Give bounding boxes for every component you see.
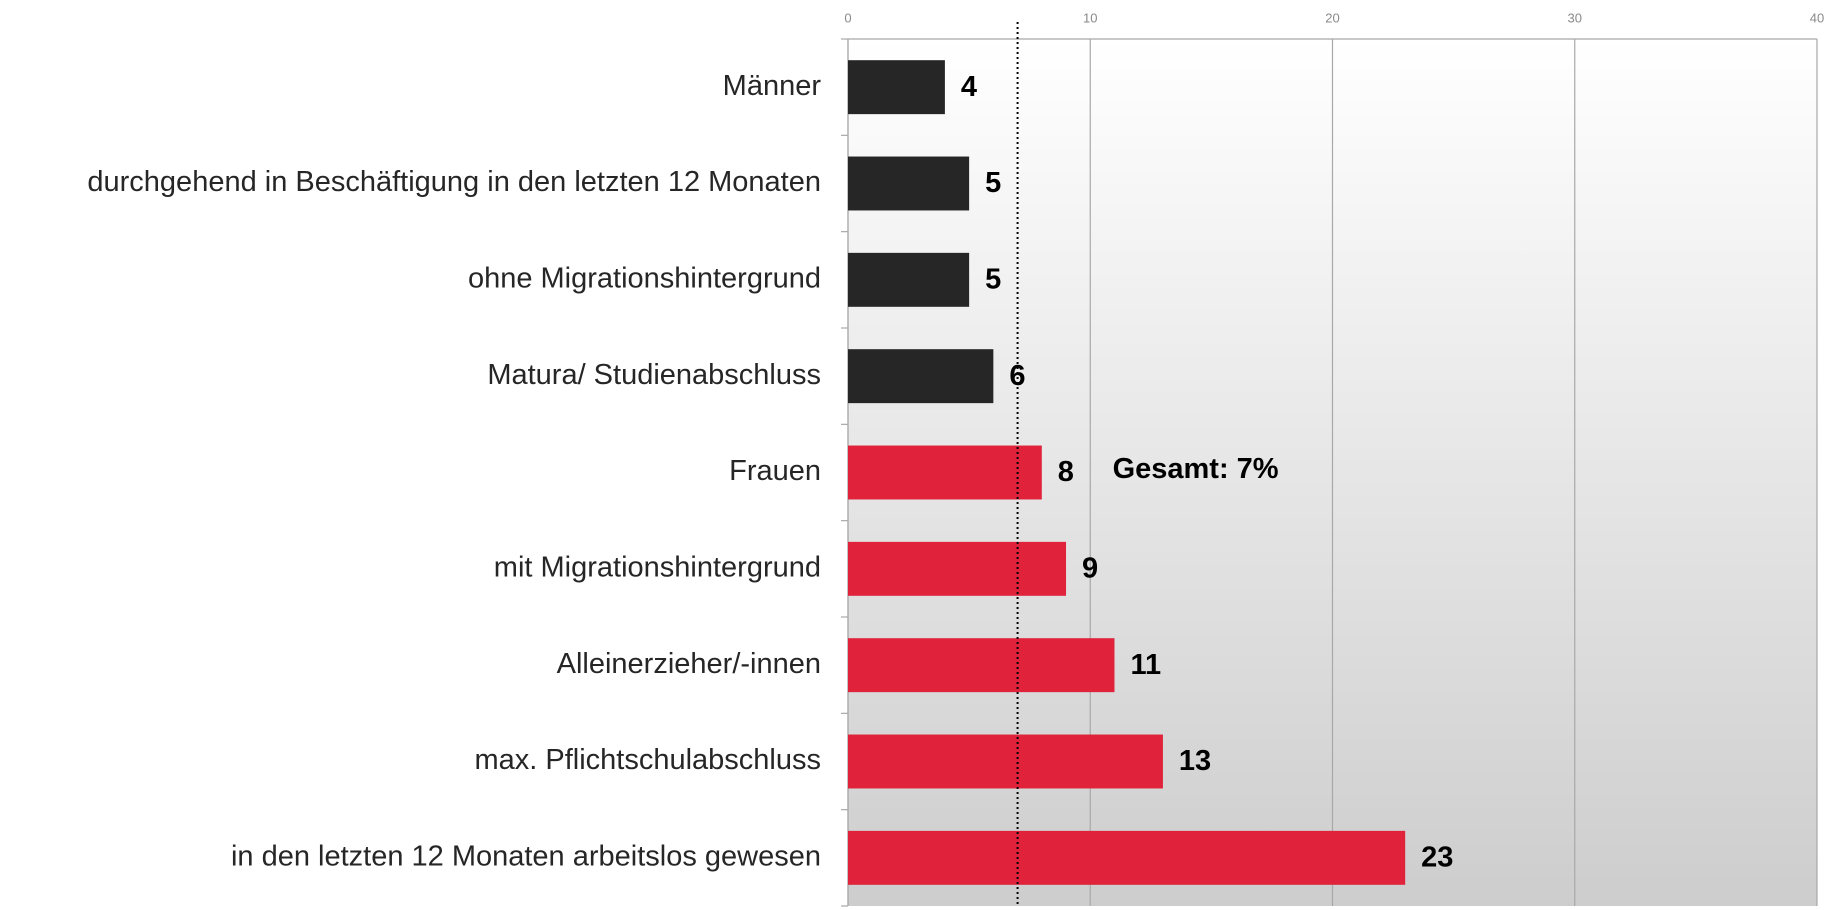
value-label: 5: [985, 263, 1001, 295]
x-tick-label: 20: [1325, 10, 1339, 25]
bar: [848, 830, 1406, 885]
bar: [848, 638, 1115, 693]
value-label: 13: [1179, 745, 1211, 777]
category-label: Alleinerzieher/-innen: [557, 648, 821, 680]
value-label: 5: [985, 167, 1001, 199]
category-label: Frauen: [729, 455, 821, 487]
category-label: in den letzten 12 Monaten arbeitslos gew…: [231, 840, 821, 872]
x-tick-label: 0: [844, 10, 851, 25]
value-label: 23: [1421, 841, 1453, 873]
category-label: Männer: [723, 70, 822, 102]
category-label: Matura/ Studienabschluss: [487, 359, 821, 391]
bar: [848, 349, 994, 404]
category-label: max. Pflichtschulabschluss: [474, 744, 821, 776]
bar: [848, 445, 1042, 500]
value-label: 9: [1082, 552, 1098, 584]
bar: [848, 156, 970, 211]
category-label: durchgehend in Beschäftigung in den letz…: [87, 166, 821, 198]
value-label: 6: [1009, 360, 1025, 392]
bar: [848, 734, 1163, 789]
value-label: 11: [1130, 649, 1161, 681]
x-tick-label: 30: [1568, 10, 1582, 25]
x-tick-label: 10: [1083, 10, 1097, 25]
category-label: ohne Migrationshintergrund: [468, 262, 821, 294]
bar: [848, 60, 945, 115]
value-label: 4: [961, 71, 977, 103]
bar: [848, 541, 1067, 596]
reference-label: Gesamt: 7%: [1113, 453, 1279, 485]
bar: [848, 252, 970, 307]
x-tick-label: 40: [1810, 10, 1824, 25]
category-label: mit Migrationshintergrund: [494, 551, 821, 583]
value-label: 8: [1058, 456, 1074, 488]
